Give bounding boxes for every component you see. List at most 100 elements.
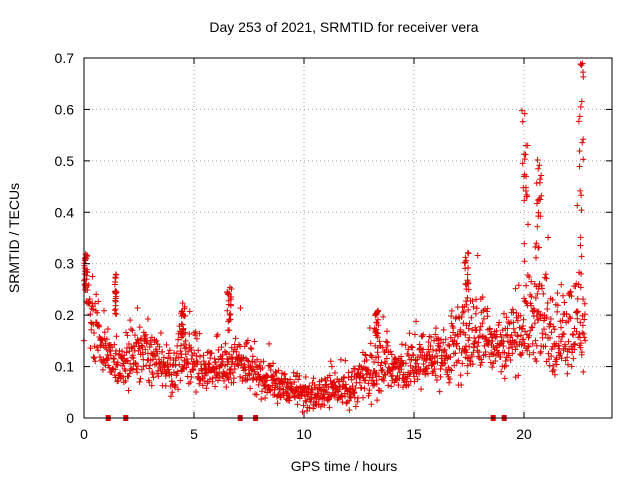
x-tick-label: 20: [516, 426, 532, 442]
data-point: [574, 202, 581, 209]
data-point: [526, 351, 533, 358]
data-point: [466, 343, 473, 350]
data-point: [497, 353, 504, 360]
data-point: [580, 69, 587, 76]
data-point: [330, 393, 337, 400]
data-point: [529, 340, 536, 347]
data-point: [546, 334, 553, 341]
data-point: [362, 351, 369, 358]
data-point: [94, 344, 101, 351]
data-point: [163, 341, 170, 348]
data-point: [149, 371, 156, 378]
data-point: [448, 367, 455, 374]
data-point: [458, 349, 465, 356]
data-point: [200, 352, 207, 359]
data-point: [445, 341, 452, 348]
y-tick-label: 0: [66, 410, 74, 426]
data-point: [472, 338, 479, 345]
data-point: [119, 348, 126, 355]
data-point: [427, 333, 434, 340]
data-point: [465, 306, 472, 313]
data-point: [216, 369, 223, 376]
data-point: [457, 326, 464, 333]
data-point: [522, 151, 529, 158]
data-point: [551, 371, 558, 378]
data-point: [224, 356, 231, 363]
data-point: [528, 278, 535, 285]
data-point: [577, 242, 584, 249]
data-point: [226, 284, 233, 291]
data-point: [352, 403, 359, 410]
data-point: [194, 359, 201, 366]
data-point: [539, 285, 546, 292]
data-point: [104, 326, 111, 333]
data-point: [204, 349, 211, 356]
data-point: [519, 118, 526, 125]
data-point: [406, 330, 413, 337]
data-point: [227, 311, 234, 318]
data-point: [431, 366, 438, 373]
data-point: [530, 305, 537, 312]
y-tick-label: 0.4: [55, 204, 75, 220]
data-point: [148, 382, 155, 389]
data-point: [373, 369, 380, 376]
data-point: [577, 234, 584, 241]
data-point: [551, 343, 558, 350]
data-point: [117, 370, 124, 377]
data-point: [266, 362, 273, 369]
data-point: [560, 330, 567, 337]
data-point: [436, 388, 443, 395]
data-point: [558, 281, 565, 288]
data-point: [451, 362, 458, 369]
data-point: [281, 370, 288, 377]
data-point: [267, 367, 274, 374]
data-point: [409, 364, 416, 371]
y-tick-label: 0.2: [55, 307, 75, 323]
data-point: [489, 337, 496, 344]
data-point: [465, 325, 472, 332]
data-point: [476, 327, 483, 334]
data-point: [536, 244, 543, 251]
data-point: [531, 307, 538, 314]
data-point: [122, 367, 129, 374]
data-point: [440, 339, 447, 346]
data-point: [154, 350, 161, 357]
data-point: [444, 355, 451, 362]
data-point: [427, 342, 434, 349]
data-point: [124, 357, 131, 364]
y-tick-label: 0.7: [55, 50, 75, 66]
data-point: [425, 370, 432, 377]
data-point: [179, 321, 186, 328]
data-point: [112, 374, 119, 381]
data-point: [510, 325, 517, 332]
data-point: [140, 363, 147, 370]
data-point: [303, 408, 310, 415]
data-point: [219, 351, 226, 358]
data-point: [543, 314, 550, 321]
data-point: [101, 335, 108, 342]
data-point: [90, 306, 97, 313]
data-point: [446, 376, 453, 383]
data-point: [146, 365, 153, 372]
data-point: [90, 354, 97, 361]
data-point: [220, 358, 227, 365]
data-point: [549, 368, 556, 375]
data-point: [414, 356, 421, 363]
y-tick-label: 0.3: [55, 256, 75, 272]
data-point: [368, 401, 375, 408]
data-point: [514, 317, 521, 324]
data-point: [532, 295, 539, 302]
data-point: [560, 292, 567, 299]
data-point: [473, 305, 480, 312]
data-point: [521, 240, 528, 247]
data-point: [578, 340, 585, 347]
data-point: [572, 340, 579, 347]
data-point: [155, 373, 162, 380]
data-point: [173, 350, 180, 357]
data-point: [501, 375, 508, 382]
data-point: [578, 98, 585, 105]
x-tick-label: 15: [406, 426, 422, 442]
data-point: [102, 340, 109, 347]
data-point: [186, 330, 193, 337]
data-point: [502, 358, 509, 365]
